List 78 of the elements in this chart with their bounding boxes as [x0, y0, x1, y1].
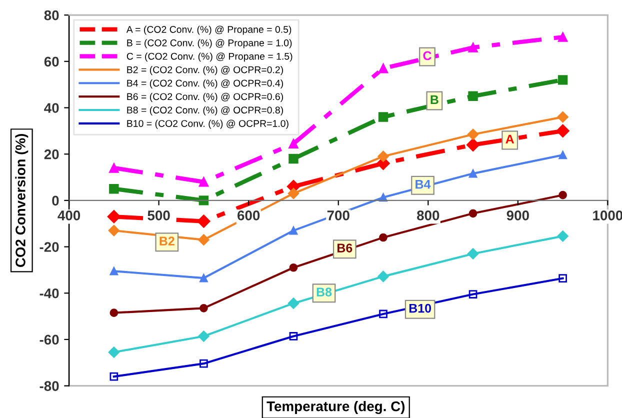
point	[109, 184, 119, 194]
point	[467, 128, 479, 140]
point	[110, 266, 118, 276]
point	[558, 274, 567, 282]
y-tick-label: -60	[40, 334, 59, 345]
legend-label: B8 = (CO2 Conv. (%) @ OCPR=0.8)	[127, 106, 283, 116]
x-tick-label: 600	[238, 210, 260, 220]
point	[108, 224, 120, 236]
point	[107, 210, 121, 224]
annotation: B4	[416, 180, 431, 189]
y-tick-label: 60	[44, 56, 59, 67]
point	[468, 91, 478, 102]
y-tick-label: 40	[44, 103, 59, 113]
point	[558, 190, 567, 200]
point	[379, 310, 388, 318]
point	[467, 248, 479, 260]
y-tick-label: 20	[44, 149, 59, 160]
annotation: B6	[338, 244, 352, 252]
legend-label: B10 = (CO2 Conv. (%) @ OCPR=1.0)	[127, 120, 288, 129]
annotation: C	[423, 51, 432, 60]
legend-label: C = (CO2 Conv. (%) @ Propane = 1.5)	[126, 52, 292, 62]
point	[378, 63, 388, 74]
point	[200, 274, 208, 282]
point	[378, 270, 389, 282]
y-tick-label: -80	[40, 381, 59, 391]
point	[288, 154, 298, 164]
point	[200, 359, 208, 368]
point	[468, 169, 478, 178]
point	[198, 234, 210, 246]
x-axis-title: Temperature (deg. C)	[266, 401, 405, 414]
point	[289, 263, 298, 272]
point	[109, 163, 119, 173]
point	[288, 298, 300, 309]
point	[556, 124, 570, 138]
y-tick-label: 80	[44, 10, 59, 20]
point	[558, 150, 567, 160]
point	[110, 308, 118, 317]
legend-label: B6 = (CO2 Conv. (%) @ OCPR=0.6)	[127, 92, 283, 102]
legend-label: B2 = (CO2 Conv. (%) @ OCPR=0.2)	[127, 66, 283, 76]
point	[558, 75, 568, 85]
x-tick-label: 400	[58, 210, 80, 220]
y-tick-label: -20	[40, 242, 59, 252]
annotation: B2	[160, 236, 174, 246]
point	[200, 304, 208, 312]
annotation: A	[506, 134, 514, 144]
legend-label: B4 = (CO2 Conv. (%) @ OCPR=0.4)	[127, 79, 283, 89]
point	[379, 233, 388, 242]
x-tick-label: 500	[148, 210, 170, 220]
point	[378, 112, 388, 122]
point	[289, 226, 298, 235]
point	[198, 196, 209, 206]
y-tick-label: -40	[40, 288, 59, 298]
annotation: B10	[409, 304, 432, 313]
point	[197, 214, 210, 228]
point	[468, 209, 478, 218]
point	[466, 138, 480, 152]
annotation: B	[430, 95, 438, 104]
x-tick-label: 900	[506, 210, 529, 220]
point	[557, 230, 568, 242]
x-tick-label: 800	[417, 210, 440, 220]
point	[557, 111, 568, 123]
point	[468, 290, 478, 298]
point	[378, 150, 389, 162]
x-tick-label: 700	[327, 210, 350, 220]
y-axis-title: CO2 Conversion (%)	[15, 134, 28, 267]
point	[468, 42, 478, 52]
point	[108, 346, 120, 358]
point	[288, 188, 300, 200]
annotation: B8	[316, 288, 332, 296]
point	[110, 372, 118, 381]
point	[288, 138, 298, 149]
point	[198, 177, 209, 187]
legend-label: A = (CO2 Conv. (%) @ Propane = 0.5)	[126, 26, 292, 35]
point	[558, 32, 568, 42]
point	[289, 332, 298, 340]
point	[198, 330, 210, 342]
y-tick-label: 0	[52, 196, 59, 206]
legend-label: B = (CO2 Conv. (%) @ Propane = 1.0)	[127, 39, 292, 48]
